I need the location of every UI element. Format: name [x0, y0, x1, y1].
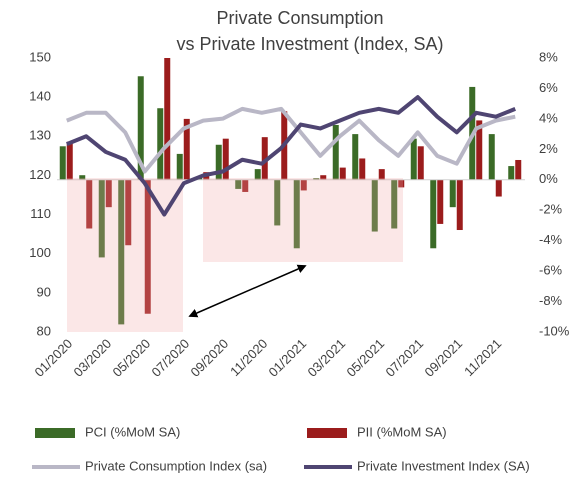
bar [242, 179, 249, 192]
bar [378, 169, 385, 180]
y-tick-label: 90 [37, 284, 51, 299]
bar [215, 144, 222, 180]
x-tick-label: 07/2020 [148, 336, 192, 380]
x-tick-label: 09/2021 [421, 336, 465, 380]
bar [66, 141, 73, 180]
legend-label: PII (%MoM SA) [357, 424, 447, 439]
y2-tick-label: 0% [539, 171, 558, 186]
bar [183, 118, 190, 180]
bar [313, 178, 320, 180]
highlight-box [67, 178, 183, 332]
bar [449, 179, 456, 208]
bar [332, 124, 339, 180]
bar [164, 58, 171, 180]
x-tick-label: 01/2021 [265, 336, 309, 380]
x-tick-label: 03/2020 [70, 336, 114, 380]
bar [430, 179, 437, 249]
bar [137, 76, 144, 180]
x-tick-label: 11/2020 [227, 336, 270, 379]
arrow [188, 264, 307, 318]
y2-tick-label: -8% [539, 293, 563, 308]
legend-swatch [35, 428, 75, 438]
y2-tick-label: 4% [539, 110, 558, 125]
y2-tick-label: -6% [539, 263, 563, 278]
x-tick-label: 11/2021 [461, 336, 504, 379]
legend-label: PCI (%MoM SA) [85, 424, 180, 439]
bar [495, 179, 502, 197]
y-tick-label: 130 [29, 128, 51, 143]
line [66, 95, 516, 217]
bar [359, 158, 366, 180]
bar [86, 179, 93, 229]
bar [261, 137, 268, 180]
y2-tick-label: 8% [539, 49, 558, 64]
bar [79, 175, 86, 180]
bar [98, 179, 105, 258]
y-tick-label: 150 [29, 49, 51, 64]
bar [176, 153, 183, 180]
bar [125, 179, 132, 246]
bar [398, 179, 405, 188]
x-tick-label: 05/2021 [343, 336, 387, 380]
bar [391, 179, 398, 229]
bar [508, 166, 515, 180]
bar [144, 179, 151, 314]
bar [371, 179, 378, 232]
bar [235, 179, 242, 189]
legend-label: Private Investment Index (SA) [357, 458, 530, 473]
y-tick-label: 100 [29, 245, 51, 260]
x-tick-label: 03/2021 [304, 336, 348, 380]
chart-title: vs Private Investment (Index, SA) [176, 34, 443, 54]
x-tick-label: 01/2020 [31, 336, 75, 380]
legend-label: Private Consumption Index (sa) [85, 458, 267, 473]
bar [456, 179, 463, 231]
bar [254, 169, 261, 180]
bar [320, 175, 327, 180]
bar [300, 179, 307, 191]
bar [222, 138, 229, 180]
y-tick-label: 110 [30, 206, 51, 221]
bar [274, 179, 281, 226]
bar [352, 134, 359, 180]
y-tick-label: 80 [37, 323, 51, 338]
bar [339, 167, 346, 180]
legend-swatch [307, 428, 347, 438]
y2-tick-label: -2% [539, 202, 563, 217]
bar [118, 179, 125, 325]
bar [476, 120, 483, 180]
x-tick-label: 09/2020 [187, 336, 231, 380]
y2-tick-label: 2% [539, 141, 558, 156]
y-tick-label: 120 [29, 167, 51, 182]
bar [105, 179, 112, 208]
bar [437, 179, 444, 224]
bar [515, 159, 522, 180]
bar [488, 134, 495, 180]
highlight-box [203, 178, 403, 262]
line [66, 106, 516, 174]
bar [59, 146, 66, 180]
x-tick-label: 07/2021 [382, 336, 426, 380]
bar [157, 108, 164, 180]
y2-tick-label: -10% [539, 323, 570, 338]
y2-tick-label: 6% [539, 80, 558, 95]
bar [410, 138, 417, 180]
bar [417, 146, 424, 180]
chart-title: Private Consumption [216, 8, 383, 28]
y-tick-label: 140 [29, 89, 51, 104]
x-tick-label: 05/2020 [109, 336, 153, 380]
y2-tick-label: -4% [539, 232, 563, 247]
bar [293, 179, 300, 249]
